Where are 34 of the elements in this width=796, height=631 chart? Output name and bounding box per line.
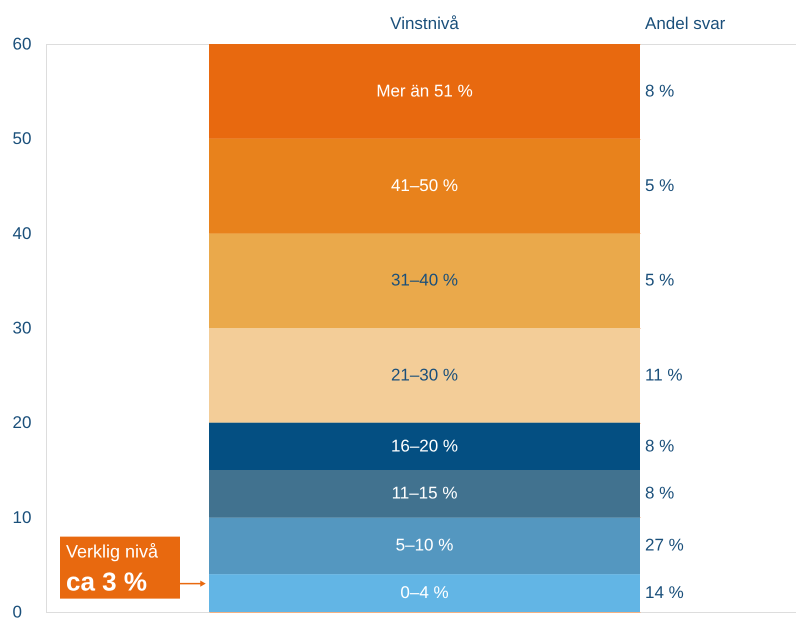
x-axis-title: Vinstnivå bbox=[390, 14, 460, 33]
y-tick-label: 30 bbox=[12, 318, 32, 338]
series-label: 41–50 % bbox=[390, 176, 458, 195]
series-label: 11–15 % bbox=[392, 484, 458, 503]
y-tick-label: 40 bbox=[12, 224, 32, 243]
series-label: 31–40 % bbox=[390, 270, 458, 290]
series-label: 16–20 % bbox=[390, 436, 458, 456]
y-tick-label: 20 bbox=[12, 413, 32, 432]
series-label: 21–30 % bbox=[390, 365, 458, 384]
text: 27 % bbox=[645, 536, 684, 555]
y-tick-label: 50 bbox=[12, 129, 32, 148]
y-tick-label: 0 bbox=[12, 602, 22, 622]
text: 5 % bbox=[645, 270, 674, 290]
bar bbox=[209, 233, 640, 328]
series-label: 0–4 % bbox=[400, 583, 449, 602]
bar bbox=[209, 574, 640, 612]
text: 8 % bbox=[645, 81, 674, 100]
text: 11 % bbox=[645, 365, 682, 384]
bar bbox=[209, 470, 640, 518]
text: 8 % bbox=[645, 484, 674, 503]
text: 8 % bbox=[645, 436, 674, 456]
series-label: 5–10 % bbox=[396, 536, 454, 555]
ref-line-label: Verklig nivå ca 3 % bbox=[66, 542, 160, 597]
y-tick-label: 10 bbox=[12, 508, 32, 527]
text: 14 % bbox=[645, 583, 684, 602]
bar bbox=[209, 422, 640, 470]
bar bbox=[209, 138, 640, 234]
text: Andel svar bbox=[645, 14, 726, 33]
text: 5 % bbox=[645, 176, 674, 195]
bar bbox=[209, 517, 640, 574]
bar bbox=[209, 328, 640, 423]
series-label: Mer än 51 % bbox=[376, 81, 473, 100]
bar bbox=[209, 44, 640, 139]
y-tick-label: 60 bbox=[12, 34, 32, 54]
